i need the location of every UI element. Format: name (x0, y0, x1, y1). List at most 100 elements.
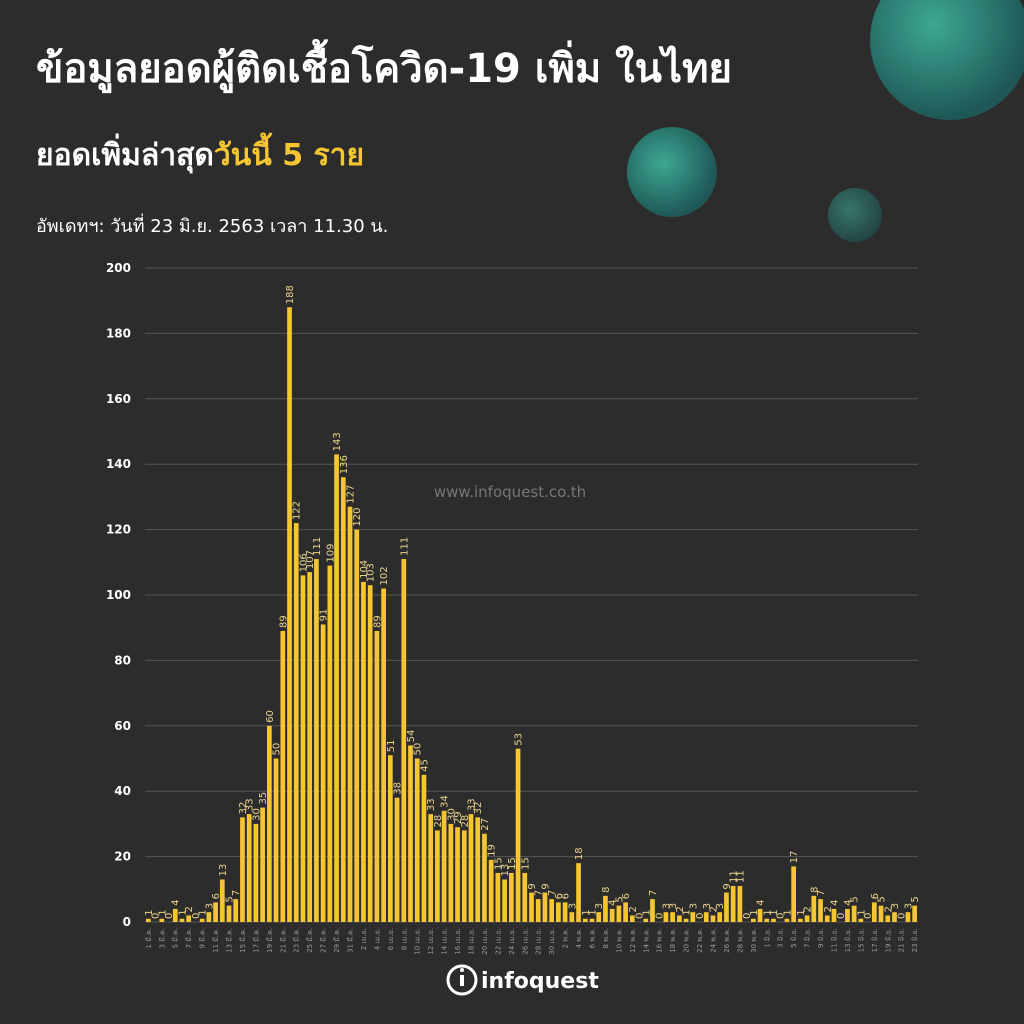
bar (354, 529, 360, 922)
x-tick-label: 16 เม.ย. (454, 928, 462, 955)
bar (670, 912, 676, 922)
bar (535, 899, 541, 922)
bar (146, 918, 151, 922)
data-label: 45 (419, 759, 430, 772)
bar (226, 905, 232, 922)
data-label: 1 (177, 909, 188, 915)
x-tick-label: 28 พ.ค. (736, 928, 744, 953)
bar (589, 918, 595, 922)
bar (387, 755, 393, 922)
bar (421, 774, 427, 922)
data-label: 6 (561, 893, 572, 899)
y-tick-label: 80 (114, 653, 131, 667)
x-tick-label: 16 พ.ค. (656, 928, 664, 953)
data-label: 9 (722, 883, 733, 889)
x-tick-label: 17 มิ.ย. (871, 928, 879, 952)
data-label: 102 (379, 566, 390, 585)
bar (663, 912, 669, 922)
bar (798, 918, 803, 922)
bar (475, 817, 481, 922)
x-tick-label: 2 เม.ย. (360, 928, 368, 950)
bar (179, 918, 185, 922)
x-tick-label: 24 พ.ค. (709, 928, 717, 953)
data-label: 0 (742, 913, 753, 919)
data-label: 120 (352, 508, 363, 527)
x-tick-label: 15 มิ.ย. (857, 928, 865, 952)
bar (710, 915, 716, 922)
bar (508, 872, 514, 922)
data-label: 0 (191, 913, 202, 919)
x-tick-label: 26 เม.ย. (521, 928, 529, 955)
data-label: 17 (789, 851, 800, 864)
data-label: 15 (493, 857, 504, 870)
bar (482, 833, 487, 922)
x-tick-label: 1 มี.ค. (145, 928, 153, 948)
x-tick-label: 3 มิ.ย. (777, 928, 785, 948)
data-label: 27 (480, 818, 491, 831)
x-tick-label: 13 มิ.ย. (844, 928, 852, 952)
data-label: 107 (305, 550, 316, 569)
bar (320, 624, 326, 922)
data-label: 3 (890, 903, 901, 909)
data-label: 1 (198, 909, 209, 915)
bar (582, 918, 588, 922)
bar (824, 915, 830, 922)
bar (334, 454, 339, 922)
data-label: 33 (245, 798, 256, 811)
data-label: 1 (796, 909, 807, 915)
virus-decoration (627, 0, 1024, 242)
data-label: 5 (877, 896, 888, 902)
x-tick-label: 6 เม.ย. (387, 928, 395, 950)
x-tick-label: 21 มี.ค. (279, 928, 287, 953)
bar (757, 908, 763, 922)
bar (683, 918, 689, 922)
bar (677, 915, 682, 922)
x-tick-label: 23 มิ.ย. (911, 928, 919, 952)
data-label: 111 (399, 537, 410, 556)
x-tick-label: 24 เม.ย. (508, 928, 516, 955)
bar (912, 905, 917, 922)
data-label: 51 (386, 739, 397, 752)
data-label: 33 (426, 798, 437, 811)
data-label: 3 (567, 903, 578, 909)
update-note: อัพเดทฯ: วันที่ 23 มิ.ย. 2563 เวลา 11.30… (36, 213, 388, 237)
bar (750, 918, 756, 922)
bar (273, 758, 279, 922)
bar (327, 565, 333, 922)
data-label: 1 (157, 909, 168, 915)
x-tick-label: 18 พ.ค. (669, 928, 677, 953)
data-label: 5 (614, 896, 625, 902)
x-tick-label: 18 เม.ย. (468, 928, 476, 955)
data-label: 7 (534, 890, 545, 896)
bar (186, 915, 192, 922)
bar (858, 918, 864, 922)
y-tick-label: 100 (106, 588, 131, 602)
bar (260, 807, 265, 922)
bar (381, 588, 386, 922)
data-label: 4 (756, 900, 767, 906)
data-label: 38 (393, 782, 404, 795)
bar (784, 918, 790, 922)
x-tick-label: 20 เม.ย. (481, 928, 489, 955)
data-label: 0 (863, 913, 874, 919)
bar (562, 902, 568, 922)
bar (374, 630, 380, 922)
bar (246, 814, 252, 922)
data-label: 3 (661, 903, 672, 909)
data-label: 18 (574, 847, 585, 860)
data-label: 6 (870, 893, 881, 899)
data-label: 2 (708, 906, 719, 912)
x-tick-label: 3 มี.ค. (158, 928, 166, 948)
bar (293, 523, 299, 922)
data-label: 136 (339, 455, 350, 474)
bar (367, 585, 373, 922)
x-tick-label: 15 มี.ค. (239, 928, 247, 953)
x-tick-label: 10 พ.ค. (615, 928, 623, 953)
bar (206, 912, 212, 922)
data-label: 1 (769, 909, 780, 915)
bar (455, 827, 460, 922)
bar (448, 823, 454, 922)
x-tick-label: 7 มี.ค. (185, 928, 193, 948)
bar (549, 899, 555, 922)
